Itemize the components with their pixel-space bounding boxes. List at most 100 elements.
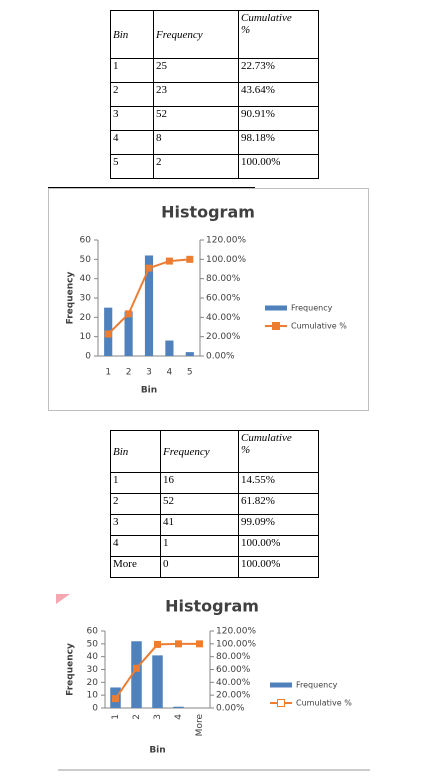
y2-tick-label: 20.00% [206,332,241,342]
cell: 3 [110,514,161,536]
x-tick-label: 2 [126,368,132,378]
cell-text: 2 [113,84,119,96]
header-row: Bin Frequency Cumulative % [110,430,319,473]
cell: Frequency [160,430,239,473]
y-tick-label: 10 [87,691,99,701]
cell-text: 52 [163,495,174,507]
cell: 3 [110,106,154,131]
x-tick-label: 2 [132,714,142,720]
x-tick-label: 3 [153,714,163,720]
cell-text: 1 [113,60,119,72]
cell: Bin [110,10,154,59]
y2-tick-label: 40.00% [216,678,251,688]
cell: 4 [110,130,154,155]
cell-text: 8 [156,132,162,144]
y-axis-label: Frequency [66,272,76,325]
header-text: Bin [113,28,129,41]
cell: 1 [110,472,161,494]
cell: 1 [160,535,239,557]
y-tick-label: 0 [92,704,98,714]
cell-text: 43.64% [241,84,275,96]
cell-text: 2 [156,156,162,168]
row: 1 25 22.73% [110,58,319,83]
cell: 100.00% [238,535,319,557]
header-text: Frequency [163,445,210,458]
y2-tick-label: 80.00% [216,652,251,662]
row: 5 2 100.00% [110,154,319,179]
cell: 5 [110,154,154,179]
y-tick-label: 50 [87,639,99,649]
x-tick-label: 3 [146,368,152,378]
row: More 0 100.00% [110,556,319,578]
cell-text: 41 [163,516,174,528]
cell: 90.91% [238,106,319,131]
y2-tick-label: 100.00% [206,255,246,265]
y-tick-label: 0 [85,352,91,362]
marker [186,255,194,263]
y2-tick-label: 20.00% [216,691,251,701]
cell-text: 5 [113,156,119,168]
bar [131,641,142,708]
x-tick-label: 4 [174,714,184,720]
x-tick-label: 4 [167,368,173,378]
y-tick-label: 30 [87,665,99,675]
y-tick-label: 10 [80,332,92,342]
cell: 2 [110,82,154,107]
legend-label: Cumulative % [296,699,352,708]
y-tick-label: 30 [80,294,92,304]
cell: 99.09% [238,514,319,536]
header-text: Bin [113,445,129,458]
cell-text: 25 [156,60,167,72]
decoration [56,594,70,604]
cell: 52 [160,493,239,515]
cell-text: 1 [163,537,169,549]
chart-title: Histogram [165,597,259,616]
bar [124,311,133,356]
legend-swatch [265,305,287,311]
cell-text: 100.00% [241,156,281,168]
x-tick-label: 5 [187,368,193,378]
header-row: Bin Frequency Cumulative % [110,10,319,59]
chart-frame [48,188,369,411]
x-tick-label: 1 [111,714,121,720]
cell: 14.55% [238,472,319,494]
cell: 41 [160,514,239,536]
marker [112,695,119,703]
y-tick-label: 50 [80,255,92,265]
cell: 22.73% [238,58,319,83]
cell-text: 52 [156,108,167,120]
cell: 61.82% [238,493,319,515]
cell-text: 1 [113,474,119,486]
cell: Cumulative % [238,10,319,59]
cell-text: 2 [113,495,119,507]
header-text: Frequency [156,28,203,41]
y-tick-label: 20 [80,313,92,323]
y2-tick-label: 40.00% [206,313,241,323]
cell: 16 [160,472,239,494]
header-text: Cumulative % [241,432,292,456]
cell-text: More [113,558,137,570]
marker [104,330,112,338]
cell-text: 4 [113,132,119,144]
cell-text: 99.09% [241,516,275,528]
cell: Bin [110,430,161,473]
header-text: Cumulative % [241,12,292,36]
y-tick-label: 40 [80,274,92,284]
cell-text: 61.82% [241,495,275,507]
cell: 25 [153,58,239,83]
y2-tick-label: 80.00% [206,274,241,284]
x-axis-label: Bin [141,386,157,396]
x-axis-label: Bin [149,746,165,756]
cell-text: 100.00% [241,537,281,549]
cell-text: 22.73% [241,60,275,72]
y2-tick-label: 60.00% [206,294,241,304]
marker [165,257,173,265]
table: Bin Frequency Cumulative % 1 25 22.73% 2 23 43.6… [110,10,319,179]
legend-label: Frequency [296,681,338,690]
row: 2 23 43.64% [110,82,319,107]
cell: 52 [153,106,239,131]
cell: 43.64% [238,82,319,107]
marker [154,640,161,648]
cell: 98.18% [238,130,319,155]
